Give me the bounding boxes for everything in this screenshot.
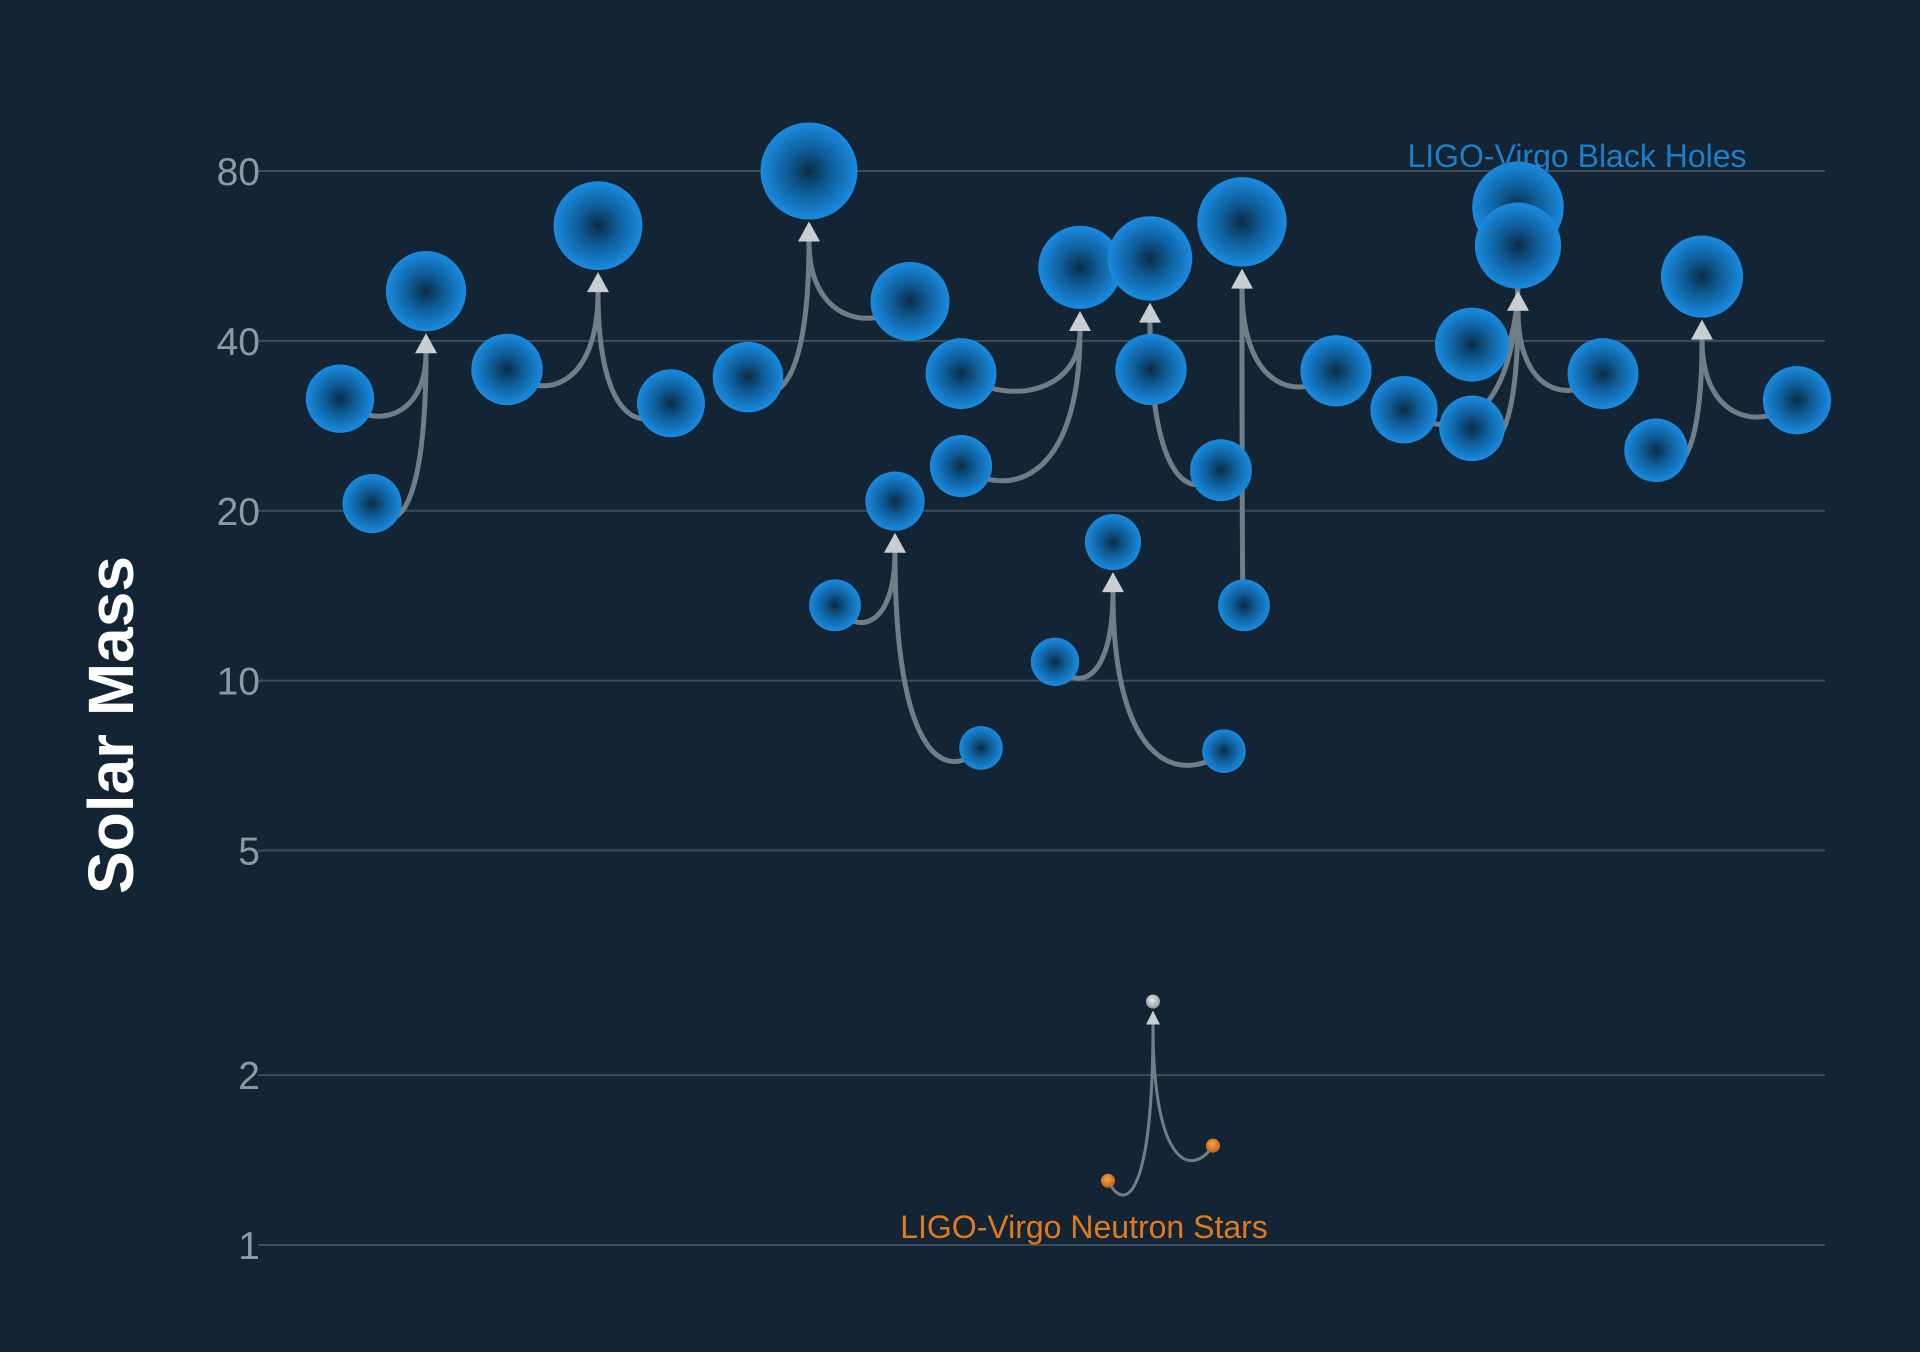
merger-arrowhead <box>1139 302 1161 323</box>
black-hole-secondary <box>929 434 993 498</box>
black-hole-primary <box>305 364 375 433</box>
neutron-star-secondary <box>1206 1138 1220 1153</box>
black-hole-primary <box>1115 333 1187 406</box>
black-hole-remnant <box>865 471 925 531</box>
black-hole-primary <box>1030 637 1080 686</box>
black-hole-primary <box>809 579 861 632</box>
merger-arrowhead <box>1069 310 1091 331</box>
merger-arrowhead <box>1102 572 1124 593</box>
y-tick-label: 80 <box>217 151 260 194</box>
black-hole-secondary <box>637 369 705 438</box>
black-hole-secondary <box>342 473 402 534</box>
merger-arrowhead <box>415 333 437 354</box>
merger-remnant <box>1146 994 1160 1009</box>
black-hole-remnant <box>760 122 858 220</box>
black-hole-remnant <box>1107 216 1193 301</box>
y-tick-label: 5 <box>238 831 260 874</box>
black-holes-label: LIGO-Virgo Black Holes <box>1407 138 1746 174</box>
merger-curve <box>1106 1023 1155 1197</box>
black-hole-primary <box>1218 579 1270 632</box>
merger-curve <box>1151 1023 1215 1163</box>
black-hole-secondary <box>959 726 1003 770</box>
y-axis-ticks: 1 2 5 10 20 40 80 <box>217 151 260 1268</box>
merger-arrowhead <box>1146 1010 1160 1025</box>
black-hole-remnant <box>1038 225 1122 309</box>
black-hole-remnant <box>1197 177 1287 267</box>
black-hole-secondary <box>1762 366 1832 435</box>
black-hole-primary <box>712 341 784 413</box>
black-hole-secondary <box>1370 376 1438 444</box>
black-hole-remnant <box>1660 235 1744 318</box>
y-tick-label: 10 <box>217 661 260 704</box>
black-hole-primary <box>1624 418 1688 483</box>
black-hole-remnant <box>1474 202 1562 289</box>
black-hole-remnant <box>385 251 467 332</box>
merger-arrowhead <box>1691 319 1713 340</box>
black-hole-secondary <box>1190 439 1252 502</box>
merger-arrowhead <box>1231 268 1253 289</box>
grid-lines <box>258 170 1825 1246</box>
y-tick-label: 2 <box>238 1055 260 1098</box>
merger-arrowhead <box>798 221 820 242</box>
neutron-star-primary <box>1101 1173 1115 1188</box>
black-hole-primary <box>1434 307 1510 382</box>
y-tick-label: 40 <box>217 321 260 364</box>
black-hole-remnant <box>553 181 643 271</box>
black-hole-secondary <box>1300 335 1372 407</box>
black-hole-remnant <box>1084 514 1142 571</box>
y-tick-label: 1 <box>238 1225 260 1268</box>
black-hole-secondary <box>870 261 950 341</box>
black-hole-primary <box>1439 395 1505 462</box>
black-hole-primary <box>925 338 997 410</box>
merger-arrowhead <box>884 532 906 553</box>
merger-arrowhead <box>1507 290 1529 311</box>
y-axis-label: Solar Mass <box>75 556 147 894</box>
y-tick-label: 20 <box>217 491 260 534</box>
mass-points <box>305 122 1832 1188</box>
neutron-stars-label: LIGO-Virgo Neutron Stars <box>900 1209 1268 1245</box>
merger-arrowhead <box>587 272 609 293</box>
black-hole-primary <box>471 333 543 406</box>
merger-curve <box>892 550 984 764</box>
black-hole-secondary <box>1202 729 1246 773</box>
black-hole-secondary <box>1567 338 1639 410</box>
